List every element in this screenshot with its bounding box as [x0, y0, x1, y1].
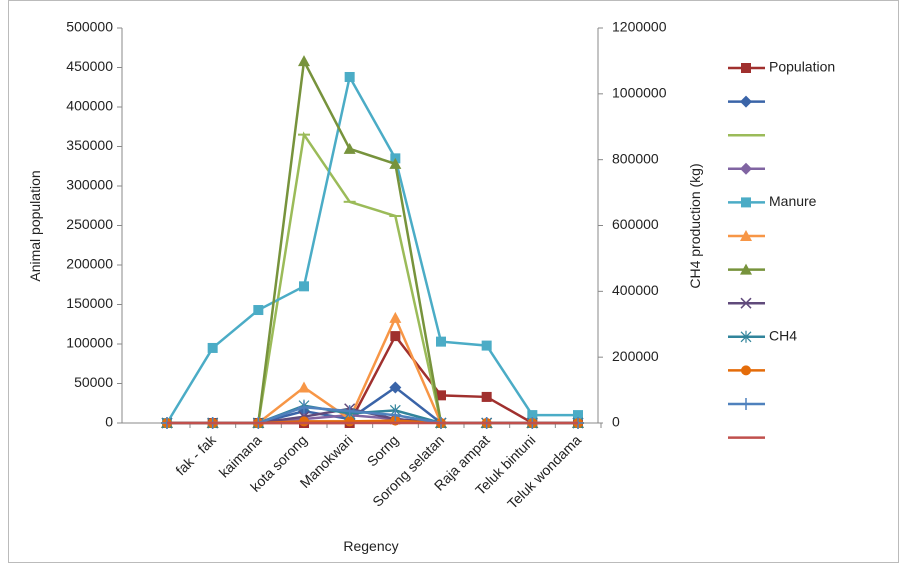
y2-tick-label: 600000: [612, 216, 659, 232]
marker-part: [344, 416, 355, 427]
y-tick-label: 400000: [66, 98, 113, 114]
marker-part: [389, 409, 402, 422]
legend-label: Population: [769, 59, 835, 75]
marker-part: [481, 340, 492, 351]
legend-label: Manure: [769, 193, 817, 209]
marker: [740, 230, 752, 241]
y2-tick-label: 0: [612, 414, 620, 430]
marker-part: [740, 330, 752, 343]
marker-part: [740, 230, 752, 241]
y-tick-label: 350000: [66, 137, 113, 153]
marker-part: [741, 365, 751, 376]
marker: [436, 336, 446, 347]
marker: [298, 381, 310, 393]
marker-part: [481, 391, 492, 402]
marker: [389, 311, 402, 323]
marker-part: [436, 390, 446, 401]
y2-tick-label: 1200000: [612, 19, 667, 35]
marker: [741, 365, 751, 376]
y-tick-label: 250000: [66, 216, 113, 232]
marker-part: [740, 162, 752, 175]
marker: [741, 197, 751, 208]
marker: [389, 381, 402, 394]
marker-part: [298, 381, 310, 393]
marker-part: [343, 405, 356, 418]
marker-part: [207, 342, 218, 353]
marker-part: [741, 197, 751, 208]
marker-part: [298, 401, 310, 414]
y-tick-label: 300000: [66, 177, 113, 193]
marker: [299, 281, 309, 292]
marker: [740, 398, 752, 410]
marker-part: [343, 142, 356, 154]
y-tick-label: 500000: [66, 19, 113, 35]
marker-part: [389, 157, 402, 169]
marker: [740, 263, 752, 275]
marker-part: [253, 305, 264, 316]
marker: [344, 71, 355, 82]
marker: [527, 410, 538, 421]
marker-part: [390, 331, 401, 342]
marker-part: [740, 263, 752, 275]
y-tick-label: 0: [105, 414, 113, 430]
y-tick-label: 450000: [66, 58, 113, 74]
marker: [740, 162, 752, 175]
marker-part: [527, 410, 538, 421]
x-axis-title: Regency: [343, 538, 398, 554]
y2-tick-label: 800000: [612, 150, 659, 166]
marker-part: [299, 281, 309, 292]
marker: [298, 401, 310, 414]
marker-part: [344, 71, 355, 82]
y-tick-label: 150000: [66, 295, 113, 311]
marker: [299, 416, 309, 427]
marker: [298, 55, 310, 67]
marker: [741, 63, 751, 73]
marker-part: [298, 55, 310, 67]
marker: [343, 405, 356, 418]
series-line: [165, 73, 578, 424]
marker-part: [740, 398, 752, 410]
y2-axis-title: CH4 production (kg): [687, 163, 703, 288]
marker-part: [740, 95, 752, 108]
marker-part: [299, 416, 309, 427]
marker: [436, 390, 446, 401]
marker: [343, 142, 356, 154]
marker: [389, 409, 402, 422]
marker-part: [740, 297, 752, 309]
marker-part: [389, 381, 402, 394]
marker: [740, 297, 752, 309]
marker-part: [436, 336, 446, 347]
y2-tick-label: 1000000: [612, 85, 667, 101]
marker: [481, 391, 492, 402]
marker: [389, 157, 402, 169]
marker: [573, 410, 583, 421]
marker: [740, 95, 752, 108]
chart-frame: [8, 0, 899, 563]
y2-tick-label: 200000: [612, 348, 659, 364]
y-tick-label: 100000: [66, 335, 113, 351]
marker: [344, 416, 355, 427]
marker-part: [389, 311, 402, 323]
legend-label: CH4: [769, 328, 797, 344]
marker-part: [573, 410, 583, 421]
y-tick-label: 50000: [74, 374, 113, 390]
marker-part: [741, 63, 751, 73]
y2-tick-label: 400000: [612, 282, 659, 298]
marker: [253, 305, 264, 316]
marker: [740, 330, 752, 343]
y-tick-label: 200000: [66, 256, 113, 272]
marker: [390, 331, 401, 342]
y-axis-title: Animal population: [27, 170, 43, 281]
marker: [207, 342, 218, 353]
marker: [481, 340, 492, 351]
